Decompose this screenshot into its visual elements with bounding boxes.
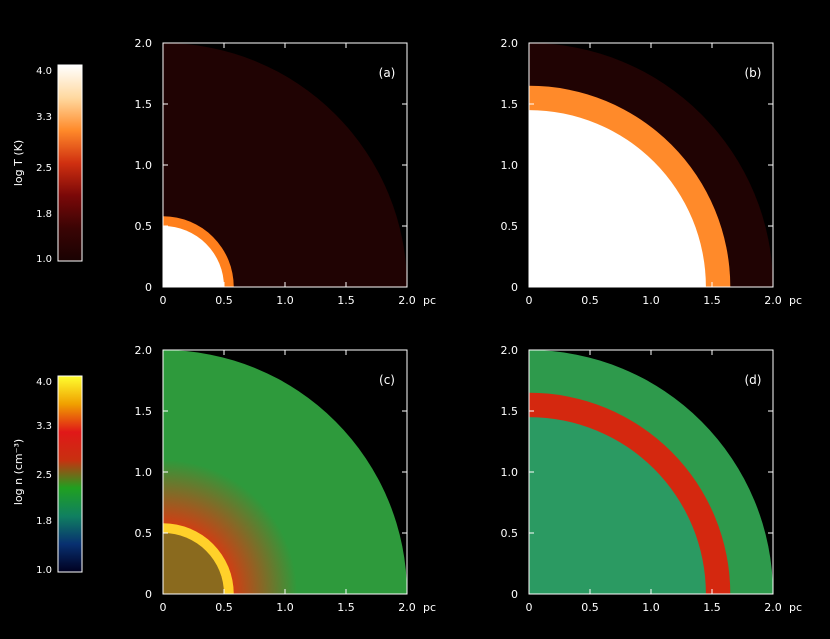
colorbar-density: log n (cm⁻³) 4.0 3.3 2.5 1.8 1.0 xyxy=(12,375,83,576)
x-tick-label: 1.0 xyxy=(276,294,294,307)
y-tick-label: 0.5 xyxy=(135,220,153,233)
colorbar-temperature-tick: 2.5 xyxy=(36,163,52,174)
x-tick-label: 1.5 xyxy=(337,601,355,614)
x-tick-label: 1.0 xyxy=(642,294,660,307)
panels: 0 0.5 1.0 1.5 2.0 0 0.5 1.0 1.5 2.0 pc (a) 0 0.5 1.0 1.… xyxy=(135,37,803,614)
y-tick-label: 0 xyxy=(511,588,518,601)
x-tick-label: 0.5 xyxy=(581,601,599,614)
x-tick-label: 0.5 xyxy=(581,294,599,307)
domain-background xyxy=(163,43,407,287)
panel-label: (c) xyxy=(379,373,395,387)
x-tick-label: 2.0 xyxy=(764,601,782,614)
y-tick-label: 2.0 xyxy=(501,37,519,50)
panel: 0 0.5 1.0 1.5 2.0 0 0.5 1.0 1.5 2.0 pc (b) xyxy=(501,37,803,307)
bubble-region xyxy=(529,417,706,594)
bubble-region xyxy=(529,110,706,287)
panel-label: (a) xyxy=(379,66,396,80)
x-tick-label: 1.0 xyxy=(276,601,294,614)
colorbar-density-label: log n (cm⁻³) xyxy=(12,439,25,505)
x-tick-label: 1.5 xyxy=(337,294,355,307)
y-tick-label: 0.5 xyxy=(135,527,153,540)
y-tick-label: 2.0 xyxy=(135,37,153,50)
colorbar-temperature-tick: 1.0 xyxy=(36,254,52,265)
colorbar-temperature-tick: 3.3 xyxy=(36,112,52,123)
colorbar-density-tick: 3.3 xyxy=(36,421,52,432)
colorbar-density-tick: 1.0 xyxy=(36,565,52,576)
panel-label: (b) xyxy=(745,66,762,80)
y-tick-label: 0 xyxy=(145,588,152,601)
x-axis-unit: pc xyxy=(423,294,436,307)
y-tick-label: 1.0 xyxy=(135,466,153,479)
panel: 0 0.5 1.0 1.5 2.0 0 0.5 1.0 1.5 2.0 pc (c) xyxy=(135,344,437,614)
panel-label: (d) xyxy=(745,373,762,387)
x-tick-label: 1.0 xyxy=(642,601,660,614)
y-tick-label: 1.0 xyxy=(501,159,519,172)
x-axis-unit: pc xyxy=(423,601,436,614)
y-tick-label: 1.5 xyxy=(501,405,519,418)
x-tick-label: 0.5 xyxy=(215,601,233,614)
y-tick-label: 1.5 xyxy=(501,98,519,111)
y-tick-label: 0 xyxy=(511,281,518,294)
colorbar-density-tick: 4.0 xyxy=(36,377,52,388)
x-tick-label: 0 xyxy=(160,294,167,307)
y-tick-label: 0 xyxy=(145,281,152,294)
x-tick-label: 0.5 xyxy=(215,294,233,307)
x-tick-label: 1.5 xyxy=(703,601,721,614)
x-tick-label: 1.5 xyxy=(703,294,721,307)
y-tick-label: 1.0 xyxy=(501,466,519,479)
x-tick-label: 0 xyxy=(526,601,533,614)
x-tick-label: 0 xyxy=(160,601,167,614)
bubble-region xyxy=(163,226,224,287)
panel: 0 0.5 1.0 1.5 2.0 0 0.5 1.0 1.5 2.0 pc (d) xyxy=(501,344,803,614)
y-tick-label: 1.5 xyxy=(135,98,153,111)
colorbar-temperature: log T (K) 4.0 3.3 2.5 1.8 1.0 xyxy=(12,64,83,265)
x-tick-label: 2.0 xyxy=(398,294,416,307)
colorbar-density-bar xyxy=(57,375,83,573)
x-tick-label: 2.0 xyxy=(764,294,782,307)
colorbar-temperature-tick: 4.0 xyxy=(36,66,52,77)
colorbar-temperature-tick: 1.8 xyxy=(36,209,52,220)
panel: 0 0.5 1.0 1.5 2.0 0 0.5 1.0 1.5 2.0 pc (a) xyxy=(135,37,437,307)
colorbar-density-tick: 2.5 xyxy=(36,470,52,481)
y-tick-label: 2.0 xyxy=(135,344,153,357)
x-tick-label: 0 xyxy=(526,294,533,307)
y-tick-label: 0.5 xyxy=(501,220,519,233)
y-tick-label: 1.0 xyxy=(135,159,153,172)
y-tick-label: 0.5 xyxy=(501,527,519,540)
y-tick-label: 1.5 xyxy=(135,405,153,418)
colorbar-temperature-label: log T (K) xyxy=(12,140,25,186)
y-tick-label: 2.0 xyxy=(501,344,519,357)
colorbar-temperature-bar xyxy=(57,64,83,262)
x-axis-unit: pc xyxy=(789,294,802,307)
colorbar-density-tick: 1.8 xyxy=(36,516,52,527)
x-tick-label: 2.0 xyxy=(398,601,416,614)
bubble-region xyxy=(163,533,224,594)
x-axis-unit: pc xyxy=(789,601,802,614)
